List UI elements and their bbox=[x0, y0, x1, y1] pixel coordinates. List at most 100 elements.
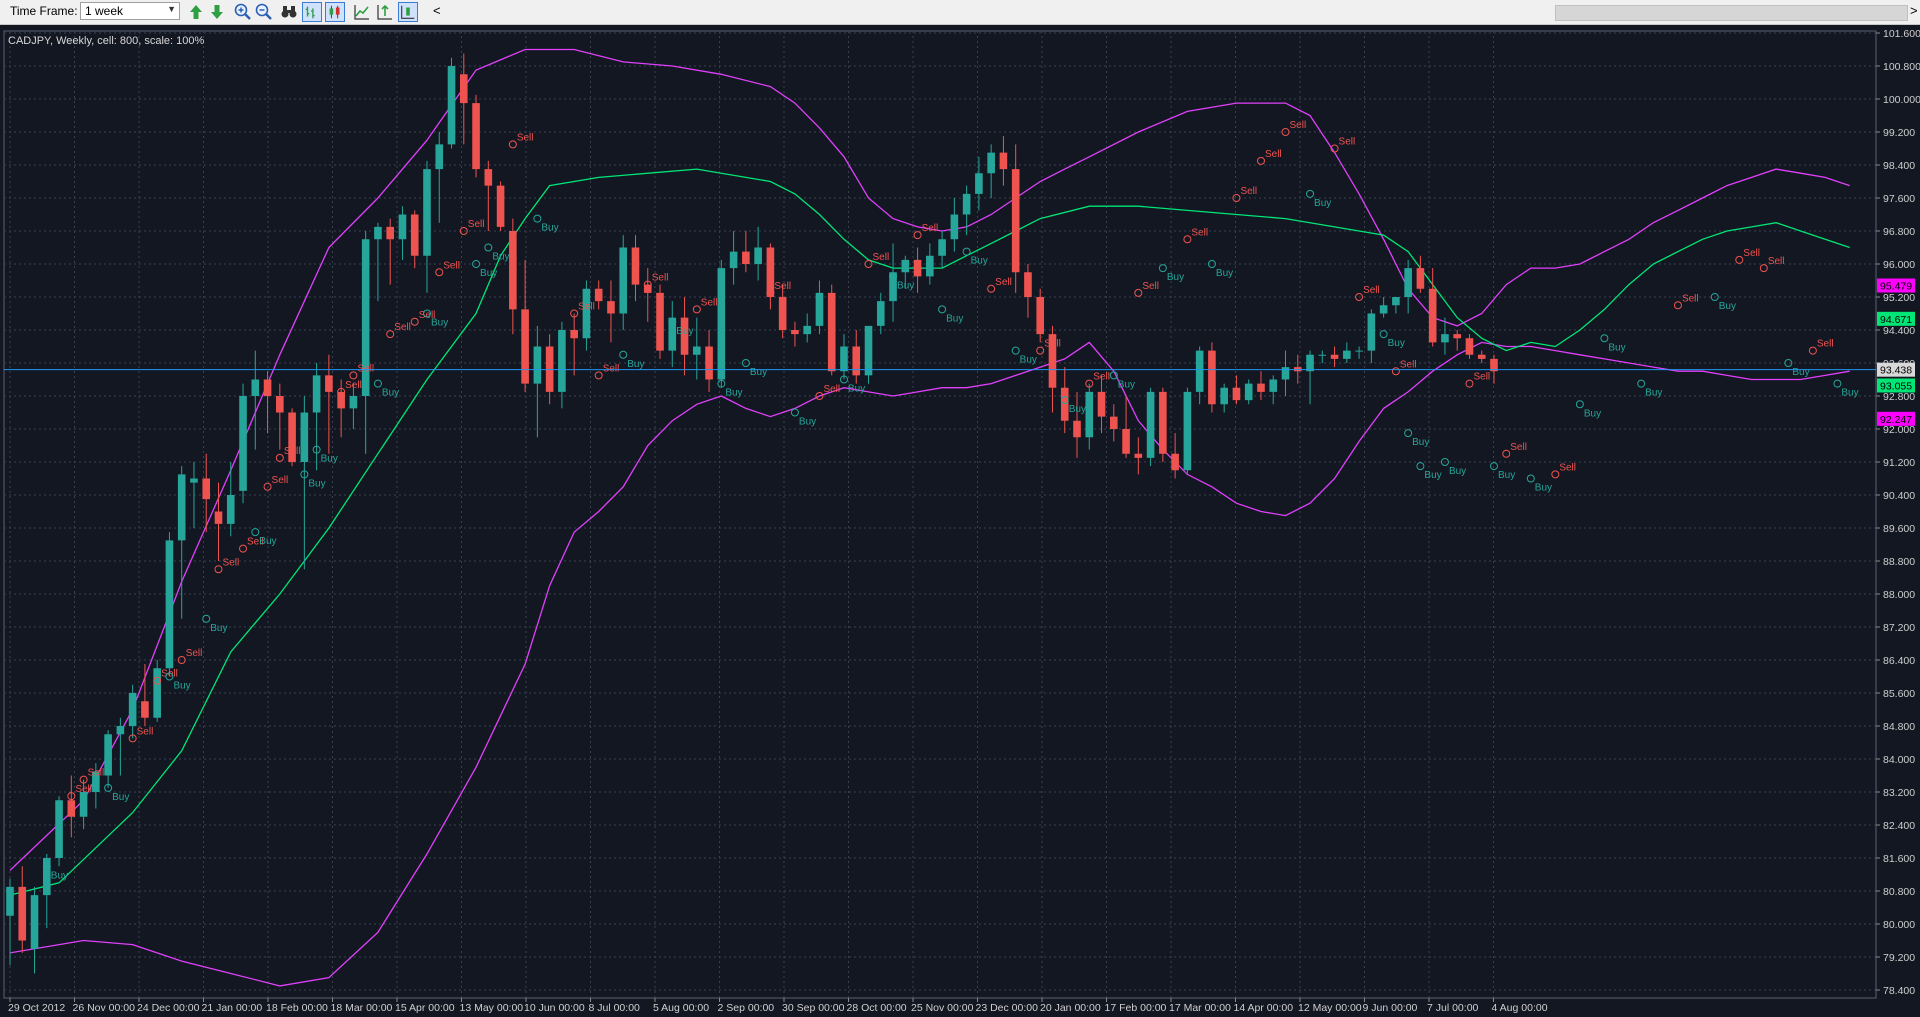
candle-body bbox=[6, 886, 14, 916]
signal-marker bbox=[1735, 255, 1744, 264]
candle-body bbox=[766, 247, 775, 297]
candle-body bbox=[263, 379, 272, 396]
candle-body bbox=[67, 800, 76, 817]
bars-icon[interactable] bbox=[302, 2, 322, 22]
signal-marker bbox=[263, 482, 272, 491]
candles-icon[interactable] bbox=[325, 2, 345, 22]
y-tick-label: 99.200 bbox=[1883, 127, 1915, 139]
candle-body bbox=[619, 247, 628, 314]
signal-marker bbox=[1060, 396, 1069, 405]
y-tick-label: 81.600 bbox=[1883, 853, 1915, 865]
candle-body bbox=[1441, 334, 1449, 343]
candle-body bbox=[913, 259, 922, 277]
candle-body bbox=[852, 346, 861, 376]
signal-marker bbox=[42, 862, 51, 871]
sell-signal-label: Sell bbox=[161, 669, 178, 680]
candle-body bbox=[876, 301, 885, 326]
autoscroll-icon[interactable] bbox=[398, 2, 418, 22]
arrow-up-icon[interactable] bbox=[186, 2, 206, 22]
timeframe-select[interactable]: 1 week ▼ bbox=[80, 2, 180, 20]
timeframe-value: 1 week bbox=[85, 4, 124, 18]
y-tick-label: 79.200 bbox=[1883, 952, 1915, 964]
sell-signal-label: Sell bbox=[1400, 359, 1417, 370]
buy-signal-label: Buy bbox=[848, 384, 865, 395]
candle-body bbox=[1343, 350, 1351, 359]
candle-body bbox=[1171, 453, 1179, 471]
binoculars-icon[interactable] bbox=[279, 2, 299, 22]
x-tick-label: 10 Jun 00:00 bbox=[524, 1002, 585, 1014]
axes: 101.600 100.800 100.000 99.200 98.400 97.600 9… bbox=[4, 28, 1920, 1014]
zoom-out-icon[interactable] bbox=[254, 2, 274, 22]
sell-signal-label: Sell bbox=[357, 363, 374, 374]
signal-marker bbox=[1085, 379, 1094, 388]
signal-marker bbox=[153, 676, 162, 685]
chevron-down-icon: ▼ bbox=[167, 4, 176, 14]
price-chart[interactable]: Buy Sell Sell Buy Sell Sell Buy Sell Buy Sell Sell… bbox=[0, 25, 1920, 1017]
y-tick-label: 90.400 bbox=[1883, 490, 1915, 502]
x-tick-label: 9 Jun 00:00 bbox=[1363, 1002, 1418, 1014]
x-tick-label: 29 Oct 2012 bbox=[8, 1002, 65, 1014]
sell-signal-label: Sell bbox=[137, 726, 154, 737]
signal-marker bbox=[1109, 371, 1118, 380]
y-tick-label: 94.400 bbox=[1883, 325, 1915, 337]
signal-marker bbox=[251, 528, 260, 537]
signal-marker bbox=[1355, 293, 1364, 301]
buy-signal-label: Buy bbox=[1412, 437, 1429, 448]
signal-marker bbox=[815, 392, 824, 400]
buy-signal-label: Buy bbox=[1314, 198, 1331, 209]
y-tick-label: 92.000 bbox=[1883, 424, 1915, 436]
candle-body bbox=[1490, 358, 1498, 372]
buy-signal-label: Buy bbox=[1069, 404, 1086, 415]
candle-body bbox=[472, 103, 480, 170]
buy-signal-label: Buy bbox=[1719, 301, 1736, 312]
x-tick-label: 8 Jul 00:00 bbox=[589, 1002, 641, 1014]
buy-signal-label: Buy bbox=[725, 388, 742, 399]
candle-body bbox=[128, 693, 137, 726]
candle-body bbox=[975, 173, 983, 194]
price-label-box bbox=[1877, 411, 1915, 426]
signal-marker bbox=[239, 544, 248, 553]
sell-signal-label: Sell bbox=[222, 557, 239, 568]
candle-body bbox=[423, 169, 431, 256]
buy-signal-label: Buy bbox=[1216, 268, 1233, 279]
signal-marker bbox=[312, 445, 321, 454]
buy-signal-label: Buy bbox=[321, 454, 338, 465]
signal-marker bbox=[1440, 458, 1449, 466]
signal-marker bbox=[177, 656, 186, 664]
candle-body bbox=[1428, 288, 1437, 343]
sell-signal-label: Sell bbox=[1473, 372, 1490, 383]
candle-body bbox=[447, 66, 456, 145]
candle-body bbox=[1269, 379, 1278, 392]
moving-average-line bbox=[9, 168, 1850, 896]
signal-marker bbox=[1416, 462, 1425, 471]
candle-body bbox=[803, 325, 811, 335]
buy-signal-label: Buy bbox=[1645, 388, 1662, 399]
arrow-down-icon[interactable] bbox=[207, 2, 227, 22]
signal-marker bbox=[1036, 346, 1045, 355]
sell-signal-label: Sell bbox=[1265, 149, 1282, 160]
sell-signal-label: Sell bbox=[1682, 293, 1699, 304]
candle-body bbox=[116, 726, 125, 735]
horizontal-scrollbar[interactable] bbox=[1555, 5, 1908, 21]
zoom-in-icon[interactable] bbox=[233, 2, 253, 22]
buy-signal-label: Buy bbox=[1498, 470, 1515, 481]
candle-body bbox=[312, 375, 321, 413]
signal-marker bbox=[386, 330, 395, 339]
candle-body bbox=[1306, 354, 1314, 372]
signal-marker bbox=[104, 783, 113, 792]
scroll-right-arrow[interactable]: > bbox=[1910, 3, 1918, 18]
signal-marker bbox=[643, 280, 652, 289]
sell-signal-label: Sell bbox=[1559, 462, 1576, 473]
candle-body bbox=[1318, 354, 1327, 356]
x-tick-label: 18 Mar 00:00 bbox=[331, 1002, 393, 1014]
signal-marker bbox=[1502, 449, 1511, 458]
candle-body bbox=[226, 495, 235, 524]
period-icon[interactable] bbox=[375, 2, 395, 22]
line-chart-icon[interactable] bbox=[352, 2, 372, 22]
candle-body bbox=[410, 214, 419, 256]
sell-signal-label: Sell bbox=[873, 252, 890, 263]
sell-signal-label: Sell bbox=[468, 219, 485, 230]
scroll-left-arrow[interactable]: < bbox=[433, 3, 441, 18]
signal-marker bbox=[717, 379, 726, 388]
buy-signal-label: Buy bbox=[1449, 466, 1466, 477]
